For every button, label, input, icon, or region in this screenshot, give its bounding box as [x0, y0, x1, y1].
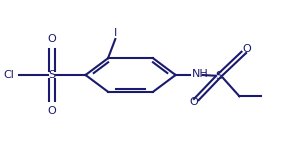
Text: O: O — [48, 106, 57, 116]
Text: NH: NH — [192, 69, 208, 79]
Text: S: S — [215, 71, 223, 81]
Text: O: O — [242, 44, 251, 54]
Text: S: S — [49, 70, 56, 80]
Text: Cl: Cl — [4, 70, 15, 80]
Text: I: I — [114, 28, 117, 38]
Text: O: O — [189, 97, 198, 107]
Text: O: O — [48, 34, 57, 44]
